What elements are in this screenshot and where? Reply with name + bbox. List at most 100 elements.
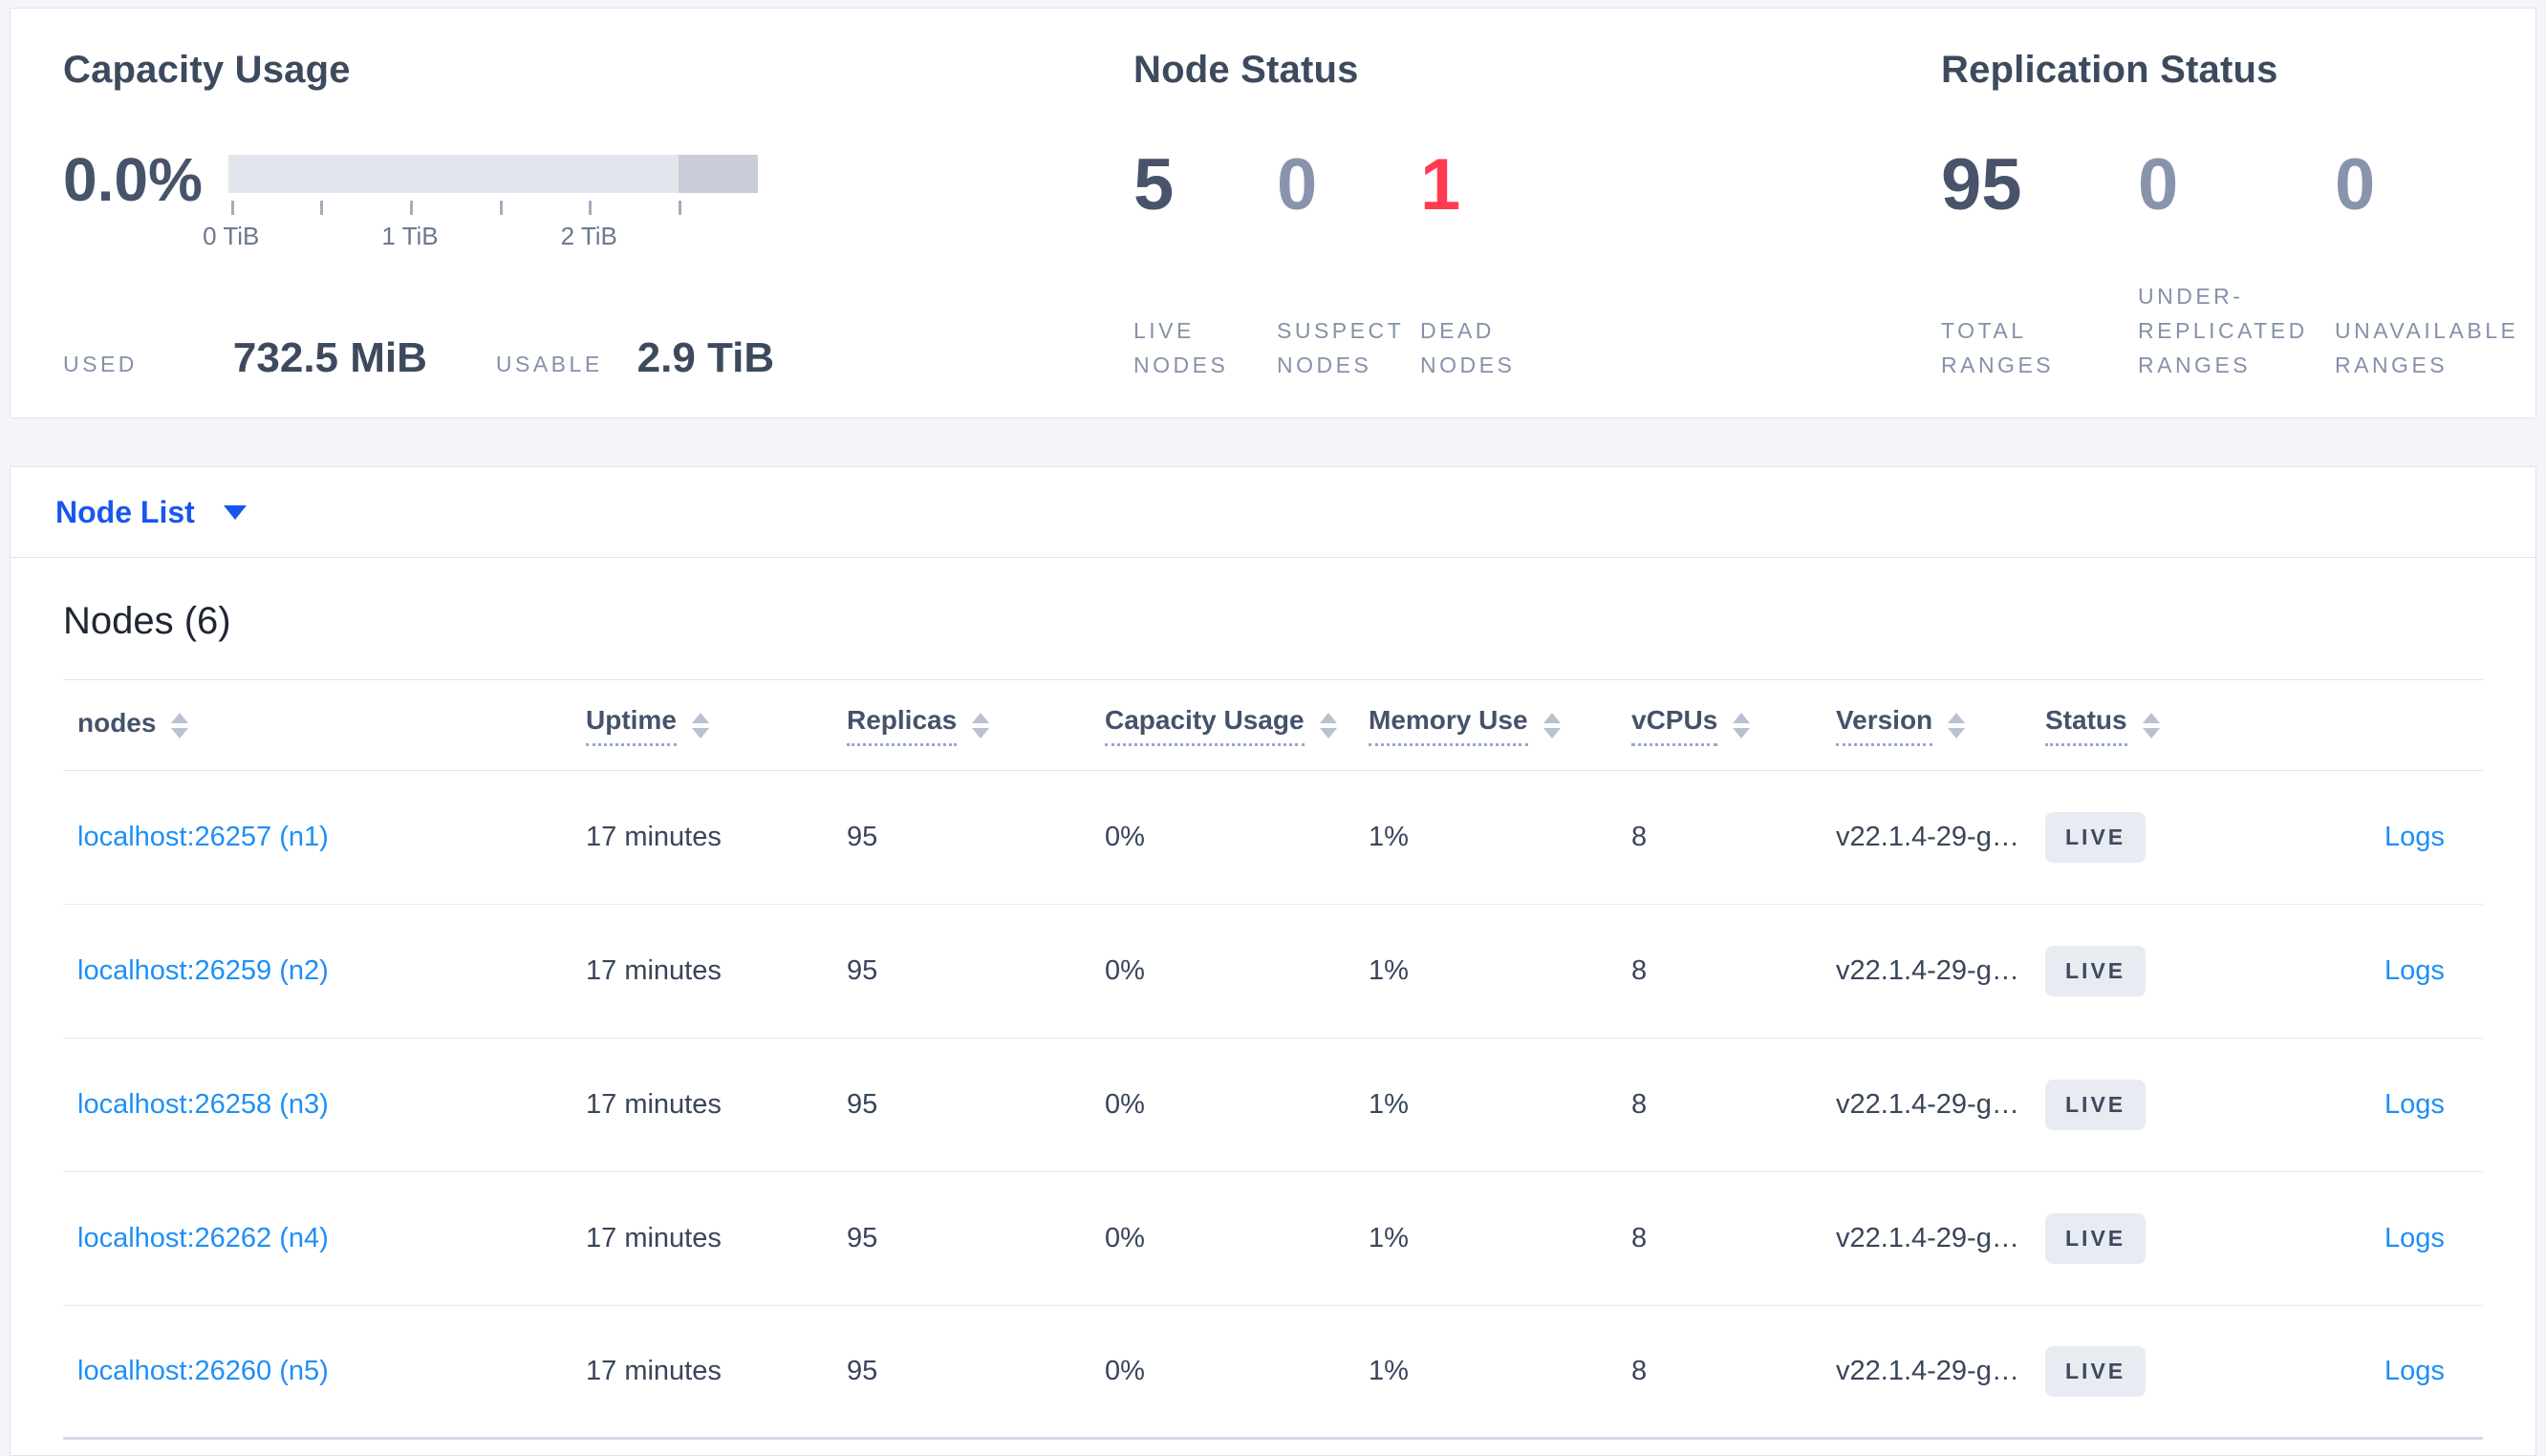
dead-nodes-stat: 1 DEAD NODES xyxy=(1420,147,1564,382)
replication-status-title: Replication Status xyxy=(1941,49,2278,91)
sort-icon[interactable] xyxy=(1543,712,1561,739)
sort-down-icon[interactable] xyxy=(1948,727,1966,739)
cell-capacity-usage: 0% xyxy=(1105,1089,1145,1120)
sort-down-icon[interactable] xyxy=(2142,727,2160,739)
suspect-nodes-value: 0 xyxy=(1277,144,1318,225)
cell-node: localhost:26259 (n2) xyxy=(63,955,586,987)
cell-memory-use: 1% xyxy=(1369,1223,1409,1253)
column-header-label[interactable]: Memory Use xyxy=(1369,705,1528,746)
node-link[interactable]: localhost:26262 (n4) xyxy=(77,1223,329,1253)
column-header-label[interactable]: Capacity Usage xyxy=(1105,705,1305,746)
column-header[interactable]: Replicas xyxy=(847,705,1105,746)
cluster-summary-card: Capacity Usage 0.0% 0 TiB 1 TiB 2 TiB xyxy=(10,8,2536,418)
axis-tick xyxy=(499,201,503,215)
live-nodes-value: 5 xyxy=(1133,144,1175,225)
axis-tick-label: 2 TiB xyxy=(560,222,617,250)
column-header[interactable]: Version xyxy=(1836,705,2045,746)
cell-uptime: 17 minutes xyxy=(586,1089,722,1120)
capacity-usage-title: Capacity Usage xyxy=(63,49,351,91)
sort-up-icon[interactable] xyxy=(1733,712,1751,723)
dead-nodes-value: 1 xyxy=(1420,144,1461,225)
axis-tick xyxy=(678,201,681,215)
sort-up-icon[interactable] xyxy=(691,712,709,723)
column-header[interactable]: Capacity Usage xyxy=(1105,705,1369,746)
capacity-percent: 0.0% xyxy=(63,145,203,214)
table-row: localhost:26257 (n1) 17 minutes 95 0% 1%… xyxy=(63,771,2483,905)
cell-logs: Logs xyxy=(2384,1089,2492,1121)
cell-status: LIVE xyxy=(2045,1346,2384,1397)
sort-up-icon[interactable] xyxy=(171,712,189,723)
cell-node: localhost:26257 (n1) xyxy=(63,822,586,853)
logs-link[interactable]: Logs xyxy=(2384,1356,2445,1386)
sort-icon[interactable] xyxy=(171,712,189,739)
capacity-usage-section: Capacity Usage 0.0% 0 TiB 1 TiB 2 TiB xyxy=(63,9,1133,418)
cell-status: LIVE xyxy=(2045,1080,2384,1130)
usable-label: USABLE xyxy=(495,352,603,376)
suspect-nodes-stat: 0 SUSPECT NODES xyxy=(1277,147,1420,382)
node-link[interactable]: localhost:26257 (n1) xyxy=(77,822,329,852)
logs-link[interactable]: Logs xyxy=(2384,955,2445,986)
sort-down-icon[interactable] xyxy=(691,727,709,739)
sort-down-icon[interactable] xyxy=(1543,727,1561,739)
live-nodes-label: LIVE NODES xyxy=(1133,318,1229,377)
cell-status: LIVE xyxy=(2045,1213,2384,1264)
sort-up-icon[interactable] xyxy=(2142,712,2160,723)
sort-icon[interactable] xyxy=(972,712,990,739)
status-badge: LIVE xyxy=(2045,812,2147,863)
sort-up-icon[interactable] xyxy=(1319,712,1337,723)
cell-vcpus: 8 xyxy=(1631,822,1648,852)
nodes-table: nodes Uptime Replicas Capacity Usage Mem… xyxy=(63,679,2483,1440)
column-header[interactable]: vCPUs xyxy=(1631,705,1836,746)
column-header-label[interactable]: Status xyxy=(2045,705,2127,746)
cell-status: LIVE xyxy=(2045,946,2384,996)
under-replicated-ranges-label: UNDER-REPLICATED RANGES xyxy=(2138,284,2308,377)
cell-node: localhost:26258 (n3) xyxy=(63,1089,586,1121)
column-header[interactable]: Status xyxy=(2045,705,2384,746)
cell-version: v22.1.4-29-g… xyxy=(1836,1089,2019,1120)
capacity-bar-chart: 0 TiB 1 TiB 2 TiB xyxy=(203,155,758,250)
sort-up-icon[interactable] xyxy=(972,712,990,723)
sort-up-icon[interactable] xyxy=(1543,712,1561,723)
table-row: localhost:26260 (n5) 17 minutes 95 0% 1%… xyxy=(63,1306,2483,1440)
axis-tick-label: 0 TiB xyxy=(203,222,260,250)
cell-capacity-usage: 0% xyxy=(1105,955,1145,986)
capacity-bar-axis: 0 TiB 1 TiB 2 TiB xyxy=(203,193,758,250)
capacity-bar-other-segment xyxy=(678,155,758,193)
sort-icon[interactable] xyxy=(1733,712,1751,739)
sort-icon[interactable] xyxy=(1319,712,1337,739)
sort-icon[interactable] xyxy=(2142,712,2160,739)
logs-link[interactable]: Logs xyxy=(2384,1089,2445,1120)
used-value: 732.5 MiB xyxy=(232,334,427,381)
sort-down-icon[interactable] xyxy=(1319,727,1337,739)
cell-uptime: 17 minutes xyxy=(586,1223,722,1253)
unavailable-ranges-stat: 0 UNAVAILABLE RANGES xyxy=(2335,147,2532,382)
column-header-label[interactable]: Uptime xyxy=(586,705,677,746)
node-link[interactable]: localhost:26259 (n2) xyxy=(77,955,329,986)
sort-up-icon[interactable] xyxy=(1948,712,1966,723)
node-link[interactable]: localhost:26258 (n3) xyxy=(77,1089,329,1120)
logs-link[interactable]: Logs xyxy=(2384,1223,2445,1253)
status-badge: LIVE xyxy=(2045,1213,2147,1264)
node-link[interactable]: localhost:26260 (n5) xyxy=(77,1356,329,1386)
column-header-label[interactable]: nodes xyxy=(77,708,157,738)
cell-version: v22.1.4-29-g… xyxy=(1836,1356,2019,1386)
column-header[interactable]: Uptime xyxy=(586,705,847,746)
cell-uptime: 17 minutes xyxy=(586,1356,722,1386)
chevron-down-icon[interactable] xyxy=(223,504,247,520)
logs-link[interactable]: Logs xyxy=(2384,822,2445,852)
cell-capacity-usage: 0% xyxy=(1105,822,1145,852)
column-header-label[interactable]: vCPUs xyxy=(1631,705,1718,746)
cell-memory-use: 1% xyxy=(1369,955,1409,986)
sort-down-icon[interactable] xyxy=(972,727,990,739)
cell-capacity-usage: 0% xyxy=(1105,1223,1145,1253)
sort-icon[interactable] xyxy=(1948,712,1966,739)
sort-down-icon[interactable] xyxy=(1733,727,1751,739)
column-header-label[interactable]: Version xyxy=(1836,705,1933,746)
sort-icon[interactable] xyxy=(691,712,709,739)
sort-down-icon[interactable] xyxy=(171,727,189,739)
column-header[interactable]: nodes xyxy=(63,708,586,742)
total-ranges-value: 95 xyxy=(1941,144,2022,225)
column-header[interactable]: Memory Use xyxy=(1369,705,1631,746)
node-list-dropdown[interactable]: Node List xyxy=(55,494,195,529)
column-header-label[interactable]: Replicas xyxy=(847,705,958,746)
